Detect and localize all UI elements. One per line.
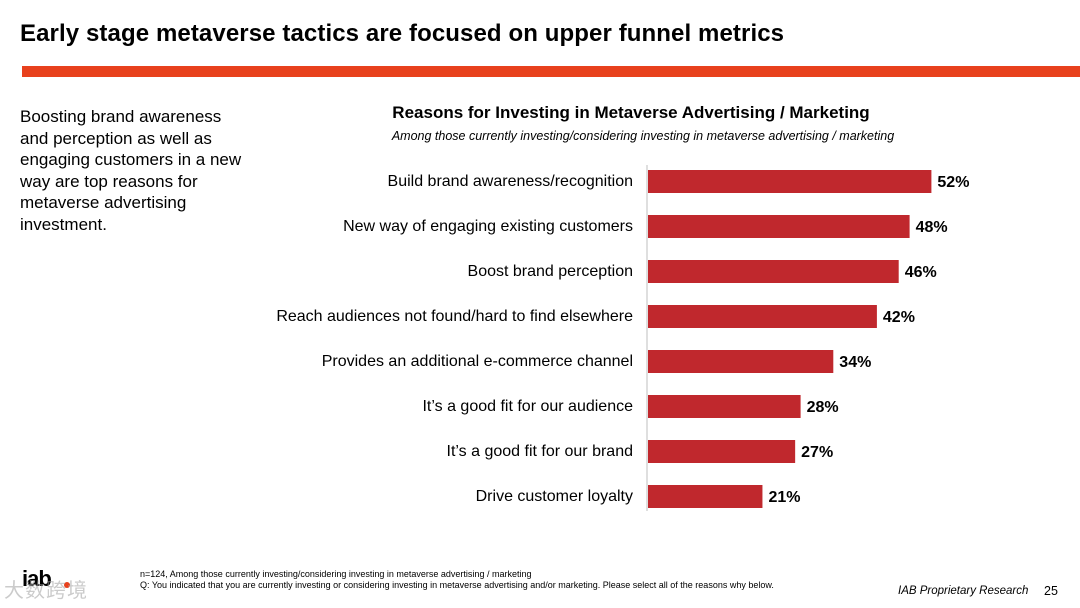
footnote-sample: n=124, Among those currently investing/c… [140,569,532,579]
bar [648,485,763,508]
bar [648,305,877,328]
category-label: It’s a good fit for our brand [447,443,633,460]
side-text: Boosting brand awareness and perception … [20,107,242,234]
logo-dot-icon [64,582,70,588]
value-label: 28% [807,399,839,416]
bar [648,395,801,418]
value-label: 46% [905,264,937,281]
value-label: 42% [883,309,915,326]
category-label: Provides an additional e-commerce channe… [322,353,633,370]
chart-title: Reasons for Investing in Metaverse Adver… [392,103,870,122]
category-label: New way of engaging existing customers [343,218,633,235]
value-label: 27% [801,444,833,461]
footnote-question: Q: You indicated that you are currently … [140,580,774,590]
slide-title: Early stage metaverse tactics are focuse… [20,20,785,47]
category-label: It’s a good fit for our audience [422,398,633,415]
category-label: Boost brand perception [468,263,633,280]
value-label: 34% [839,354,871,371]
accent-bar [22,66,1080,77]
page-number: 25 [1044,584,1058,598]
value-label: 21% [768,489,800,506]
bar [648,170,932,193]
iab-logo: iab [22,566,52,591]
category-label: Drive customer loyalty [476,488,633,505]
proprietary-label: IAB Proprietary Research [898,585,1029,597]
value-label: 48% [916,219,948,236]
chart-subtitle: Among those currently investing/consider… [391,129,895,143]
watermark: 大数跨境 [4,580,88,602]
bar [648,440,796,463]
bar [648,350,834,373]
category-label: Build brand awareness/recognition [388,173,633,190]
category-label: Reach audiences not found/hard to find e… [276,308,633,325]
value-label: 52% [937,174,969,191]
bar [648,260,899,283]
bar [648,215,910,238]
